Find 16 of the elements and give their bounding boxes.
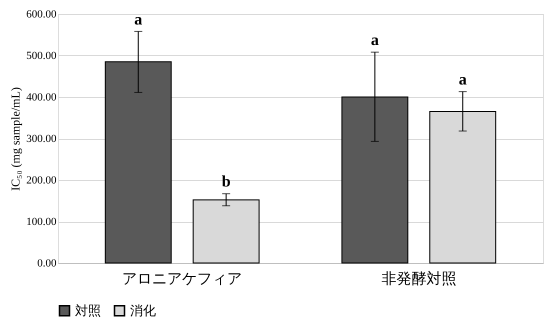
y-tick-label: 600.00 <box>26 8 57 20</box>
y-tick-label: 100.00 <box>26 216 57 228</box>
annotation: a <box>458 72 467 89</box>
annotation: a <box>134 11 142 28</box>
y-tick-label: 500.00 <box>26 50 57 62</box>
annotation: b <box>222 174 231 191</box>
x-tick-label: アロニアケフィア <box>122 272 242 288</box>
legend-label: 消化 <box>130 302 156 318</box>
x-tick-label: 非発酵対照 <box>381 270 456 288</box>
y-tick-label: 300.00 <box>26 133 57 145</box>
legend-label: 対照 <box>75 302 101 318</box>
y-tick-label: 200.00 <box>26 174 57 186</box>
y-tick-label: 0.00 <box>37 258 57 270</box>
y-axis-title: IC₅₀ (mg sample/mL) <box>8 87 22 191</box>
annotation: a <box>370 32 379 50</box>
y-tick-label: 400.00 <box>26 92 57 104</box>
